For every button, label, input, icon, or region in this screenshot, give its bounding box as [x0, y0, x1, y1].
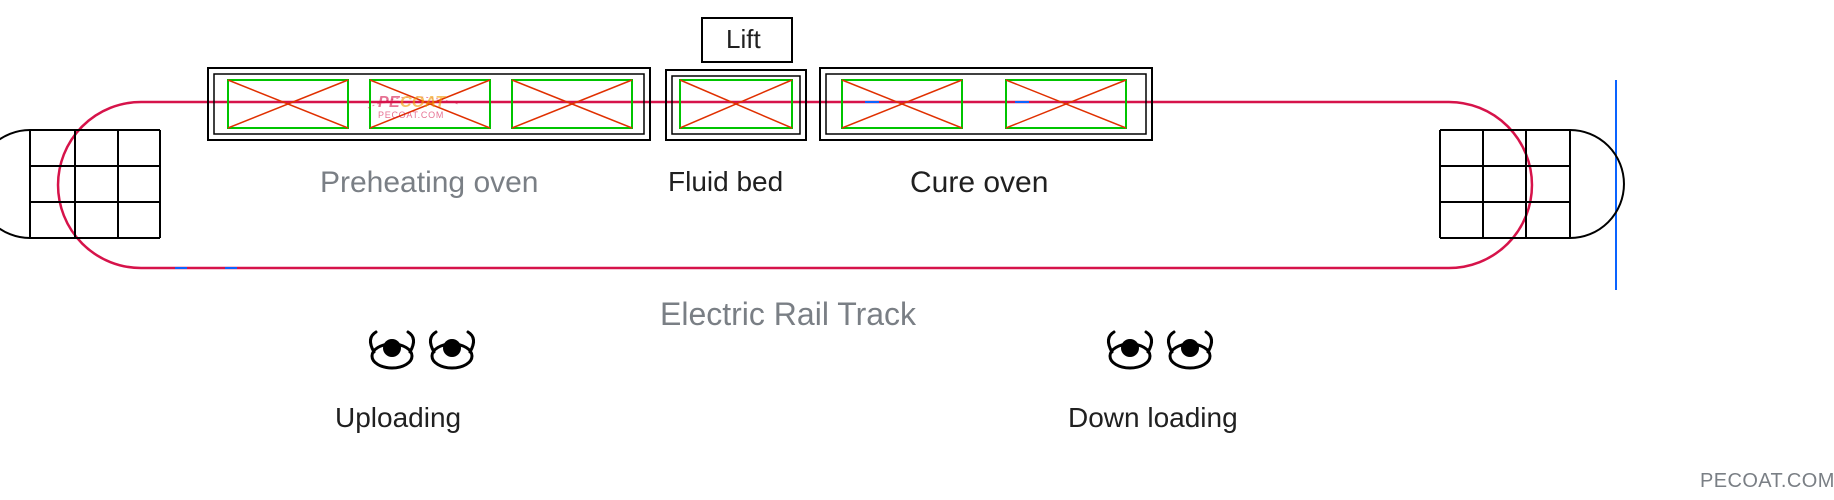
station-inner: [826, 74, 1146, 134]
station-cure: [820, 68, 1152, 140]
rail-track-loop: [58, 102, 1532, 268]
operator-icon: [430, 332, 473, 368]
carrier-item: [228, 80, 348, 128]
electric-rail-track-label: Electric Rail Track: [660, 296, 916, 333]
station-fluidbed: [666, 70, 806, 140]
operator-group-uploading: [370, 332, 473, 368]
carrier-item: [680, 80, 792, 128]
station-outer: [820, 68, 1152, 140]
fluid-bed-label: Fluid bed: [668, 166, 783, 198]
operator-icon: [370, 332, 413, 368]
operator-icon: [1108, 332, 1151, 368]
down-loading-label: Down loading: [1068, 402, 1238, 434]
carrier-item: [842, 80, 962, 128]
lift-label: Lift: [726, 24, 761, 55]
operator-group-downloading: [1108, 332, 1211, 368]
process-diagram: [0, 0, 1834, 500]
carrier-item: [1006, 80, 1126, 128]
corner-watermark: PECOAT.COM: [1700, 470, 1834, 493]
inline-logo-watermark: PECOATPECOAT.COM: [378, 94, 445, 120]
preheating-oven-label: Preheating oven: [320, 166, 539, 200]
operator-icon: [1168, 332, 1211, 368]
carrier-item: [512, 80, 632, 128]
cure-oven-label: Cure oven: [910, 166, 1048, 200]
uploading-label: Uploading: [335, 402, 461, 434]
end-unit-left: [0, 130, 160, 238]
